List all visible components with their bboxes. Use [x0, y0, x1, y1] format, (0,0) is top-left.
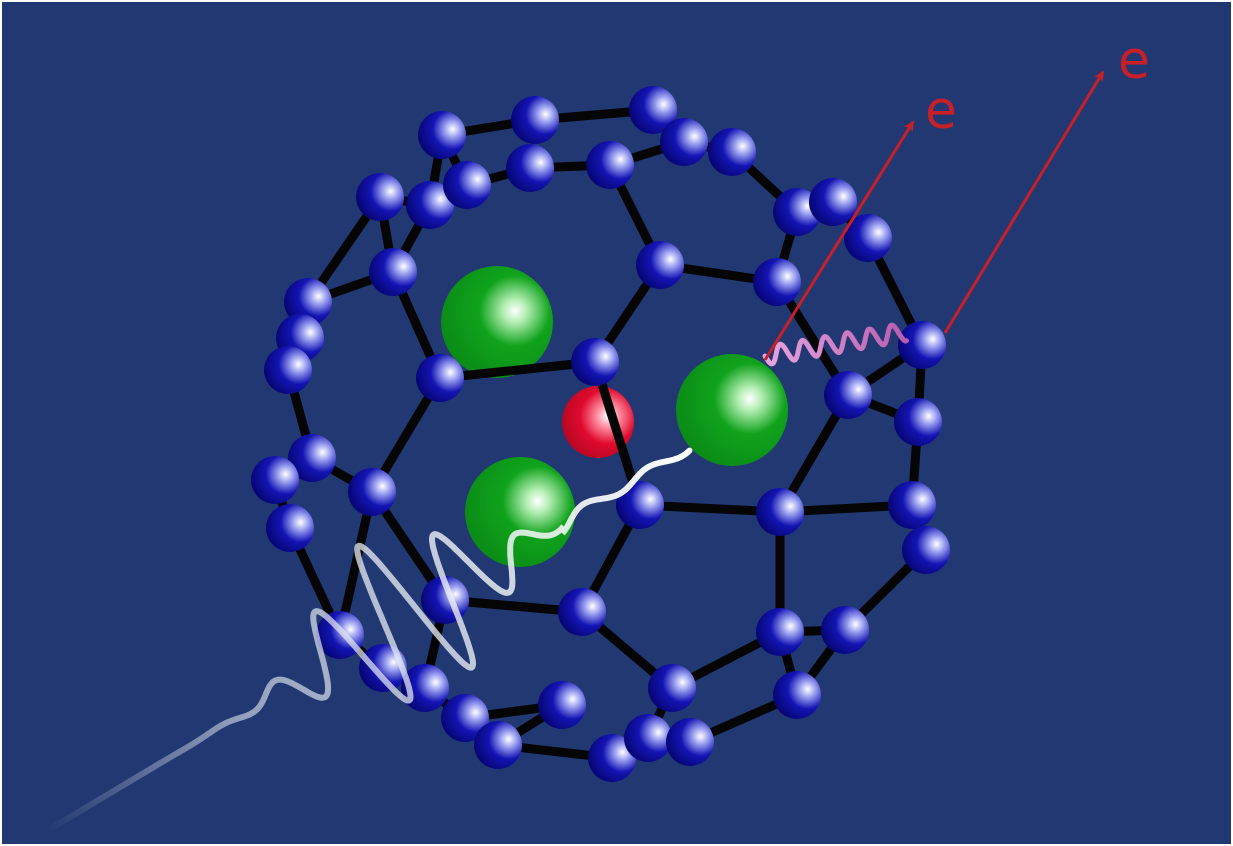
carbon-atom [588, 734, 636, 782]
emitted-wave [762, 322, 909, 367]
carbon-atom [821, 606, 869, 654]
cage-bond [335, 487, 377, 640]
incoming-photon-wave [42, 447, 693, 835]
cage-bond [435, 357, 600, 383]
carbon-atom [538, 681, 586, 729]
carbon-atom [506, 144, 554, 192]
carbon-atom [586, 141, 634, 189]
carbon-atom [756, 608, 804, 656]
carbon-atom [894, 398, 942, 446]
carbon-atom [266, 504, 314, 552]
carbon-atom [844, 214, 892, 262]
carbon-atom [636, 241, 684, 289]
carbon-atom [369, 248, 417, 296]
carbon-atom [773, 188, 821, 236]
carbon-atom [902, 526, 950, 574]
carbon-atom [264, 346, 312, 394]
carbon-atom [558, 588, 606, 636]
carbon-atom [809, 178, 857, 226]
carbon-atom [251, 456, 299, 504]
carbon-atom [406, 181, 454, 229]
carbon-atoms [251, 86, 950, 782]
carbon-atom [511, 96, 559, 144]
carbon-atom [629, 86, 677, 134]
electron-arrow-2 [943, 70, 1105, 334]
carbon-atom [443, 161, 491, 209]
waves [42, 322, 909, 835]
carbon-atom [773, 671, 821, 719]
carbon-atom [416, 354, 464, 402]
electron-arrow-1 [763, 120, 915, 361]
carbon-atom [348, 468, 396, 516]
carbon-atom [666, 718, 714, 766]
carbon-atom [756, 488, 804, 536]
carbon-atom [708, 128, 756, 176]
carbon-atom [616, 481, 664, 529]
carbon-atom [753, 258, 801, 306]
carbon-atom [648, 664, 696, 712]
carbon-atom [284, 278, 332, 326]
electron-label-1: e [925, 81, 957, 141]
carbon-atom [288, 434, 336, 482]
electron-label-2: e [1118, 31, 1150, 91]
carbon-atom [624, 714, 672, 762]
carbon-atom [474, 721, 522, 769]
carbon-atom [441, 694, 489, 742]
carbon-atom [660, 118, 708, 166]
dopant-atoms [441, 266, 788, 567]
carbon-atom [418, 111, 466, 159]
carbon-atom [888, 481, 936, 529]
electron-arrows [763, 70, 1105, 361]
dopant-atom [465, 457, 575, 567]
carbon-atom [824, 371, 872, 419]
dopant-atom [676, 354, 788, 466]
carbon-atom [356, 173, 404, 221]
dopant-atom [441, 266, 553, 378]
carbon-atom [571, 338, 619, 386]
carbon-atom [898, 321, 946, 369]
